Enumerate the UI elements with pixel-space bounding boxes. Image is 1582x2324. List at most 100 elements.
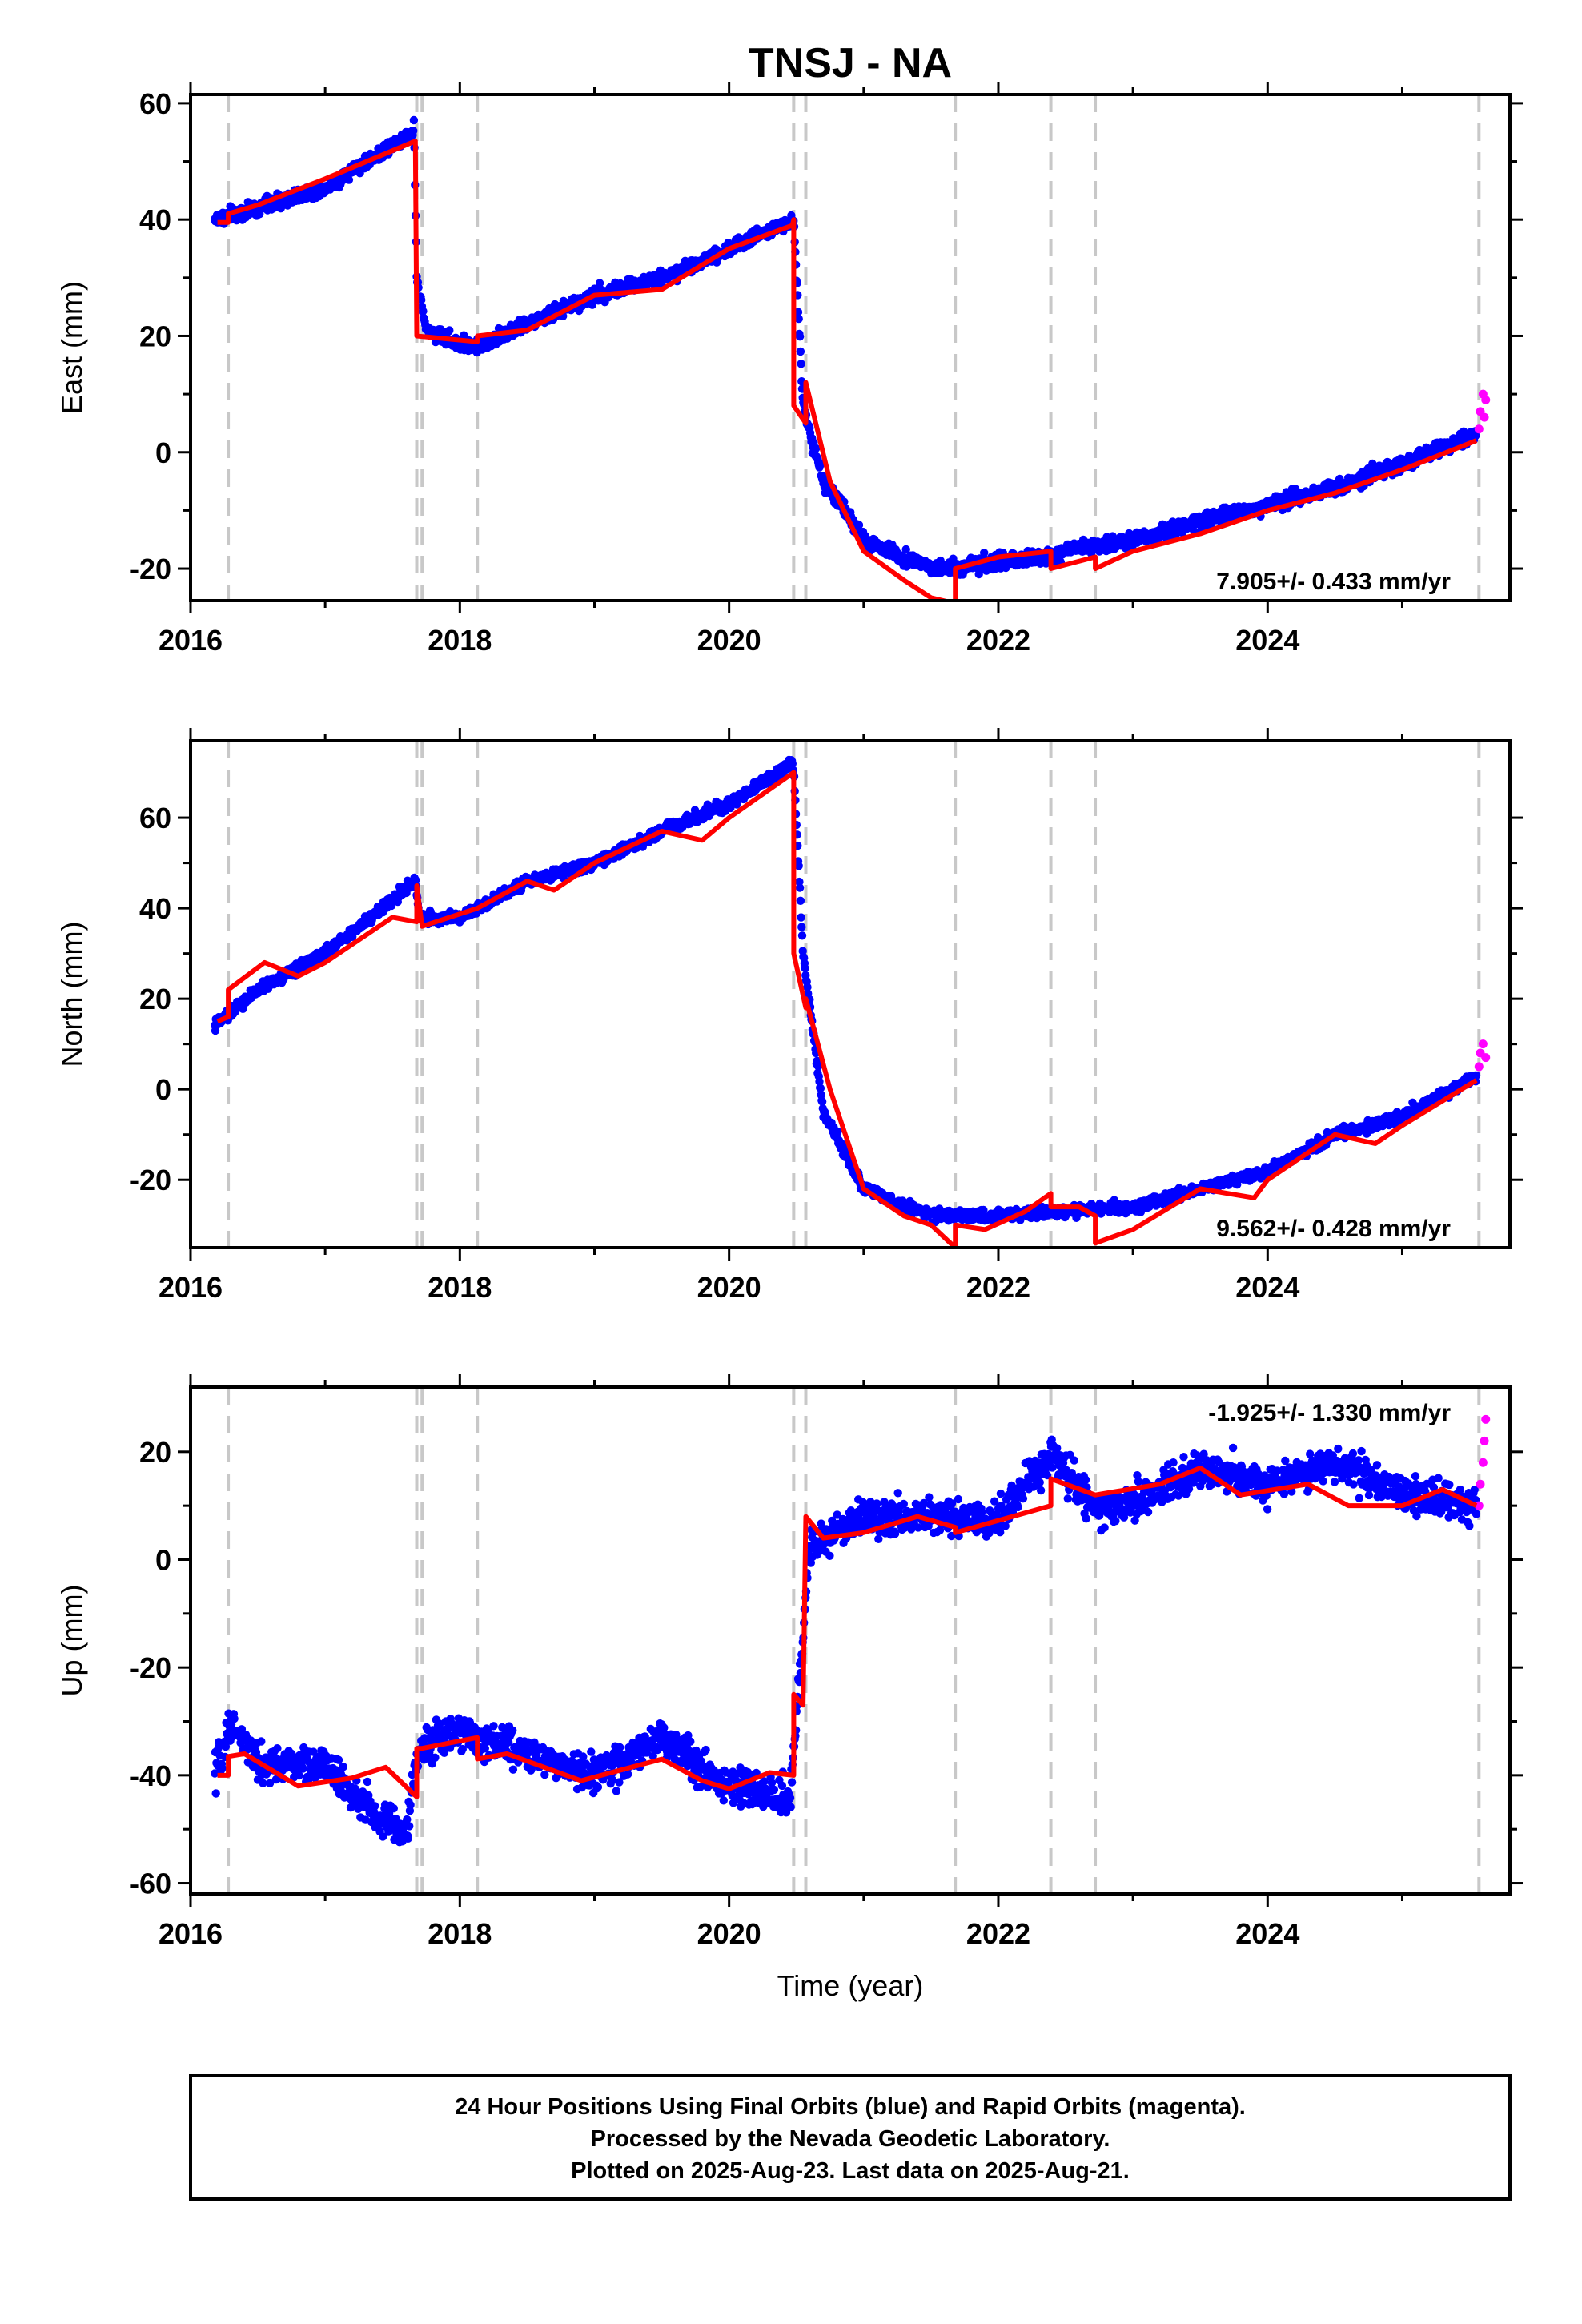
y-axis-label-east: East (mm) — [55, 281, 88, 414]
x-tick-label: 2024 — [1235, 624, 1299, 657]
final-orbit-points — [211, 755, 1481, 1228]
final-orbit-point — [980, 549, 989, 557]
x-tick-label: 2020 — [697, 624, 761, 657]
final-orbit-point — [794, 314, 803, 324]
final-orbit-point — [417, 296, 426, 304]
final-orbit-point — [794, 862, 803, 870]
final-orbit-point — [901, 545, 910, 554]
model-fit-line — [217, 139, 1478, 601]
final-orbit-point — [436, 1719, 444, 1728]
panel-north: 2016 2018 2020 2022 2024 -20 0 20 40 60 North (mm)… — [55, 728, 1523, 1304]
final-orbit-point — [211, 1026, 220, 1035]
final-orbit-point — [854, 521, 864, 529]
x-tick-label: 2024 — [1235, 1271, 1299, 1304]
y-tick-label: -20 — [130, 553, 171, 585]
final-orbit-point — [813, 1062, 823, 1071]
rapid-orbit-point — [1481, 395, 1491, 404]
x-tick-label: 2016 — [159, 624, 223, 657]
x-tick-label: 2020 — [697, 1271, 761, 1304]
final-orbit-point — [230, 1714, 239, 1723]
rapid-orbit-point — [1478, 1039, 1488, 1049]
final-orbit-point — [817, 1097, 827, 1106]
y-tick-label: 0 — [155, 436, 171, 469]
final-orbit-point — [339, 1763, 347, 1771]
y-tick-label: 40 — [139, 203, 171, 236]
y-tick-label: 60 — [139, 87, 171, 120]
rapid-orbit-point — [1481, 1053, 1491, 1063]
final-orbit-point — [309, 1747, 318, 1756]
final-orbit-point — [595, 279, 604, 287]
y-tick-label: -20 — [130, 1164, 171, 1196]
rapid-orbit-point — [1474, 424, 1484, 434]
final-orbit-point — [797, 931, 807, 940]
final-orbit-point — [273, 1744, 282, 1753]
final-orbit-point — [404, 1834, 412, 1843]
final-orbit-point — [389, 1804, 398, 1813]
final-orbit-point — [403, 1815, 412, 1824]
final-orbit-point — [221, 1742, 231, 1751]
rapid-orbit-points — [1474, 389, 1491, 434]
final-orbit-point — [801, 963, 809, 973]
rapid-orbit-point — [1474, 1062, 1484, 1072]
final-orbit-point — [239, 1004, 247, 1014]
panel-up-plot-area — [211, 1387, 1491, 1894]
final-orbit-point — [815, 1077, 824, 1086]
panels: 2016 2018 2020 2022 2024 -20 0 20 40 60 East (mm) 7… — [55, 82, 1523, 1950]
panel-north-plot-area — [211, 741, 1491, 1248]
final-orbit-point — [979, 1205, 988, 1215]
rapid-orbit-points — [1474, 1039, 1491, 1072]
final-orbit-point — [363, 1777, 372, 1787]
final-orbit-point — [833, 1127, 842, 1136]
panel-frame — [189, 93, 1512, 602]
final-orbit-point — [344, 175, 354, 184]
panel-frame — [189, 739, 1512, 1249]
x-tick-label: 2022 — [966, 624, 1030, 657]
final-orbit-point — [431, 1753, 440, 1762]
final-orbit-point — [795, 332, 805, 341]
final-orbit-point — [797, 913, 805, 922]
panel-east-plot-area — [211, 94, 1491, 601]
final-orbit-point — [218, 1763, 227, 1773]
y-tick-label: 20 — [139, 983, 171, 1015]
final-orbit-point — [788, 759, 797, 768]
y-tick-label: 60 — [139, 802, 171, 834]
final-orbit-point — [409, 115, 419, 125]
final-orbit-point — [371, 1802, 379, 1811]
x-tick-label: 2016 — [159, 1271, 223, 1304]
final-orbit-point — [419, 307, 428, 316]
final-orbit-point — [295, 1771, 303, 1780]
y-tick-label: 40 — [139, 892, 171, 925]
final-orbit-point — [265, 1779, 275, 1787]
rate-annotation-east: 7.905+/- 0.433 mm/yr — [1216, 569, 1451, 595]
y-axis-label-north: North (mm) — [55, 922, 88, 1068]
final-orbit-point — [816, 460, 825, 469]
final-orbit-point — [211, 1789, 220, 1798]
final-orbit-point — [796, 347, 805, 356]
final-orbit-point — [796, 896, 805, 906]
model-fit-line — [216, 770, 1478, 1248]
final-orbit-point — [445, 326, 454, 335]
y-tick-label: 0 — [155, 1073, 171, 1106]
x-tick-label: 2018 — [428, 1271, 492, 1304]
final-orbit-point — [797, 923, 806, 931]
final-orbit-point — [795, 883, 805, 892]
final-orbit-point — [411, 875, 420, 885]
final-orbit-point — [816, 1084, 825, 1093]
x-tick-label: 2022 — [966, 1271, 1030, 1304]
final-orbit-point — [812, 444, 821, 453]
y-tick-label: 20 — [139, 320, 171, 352]
x-tick-label: 2018 — [428, 624, 492, 657]
final-orbit-point — [334, 1755, 343, 1764]
final-orbit-point — [458, 1744, 467, 1754]
final-orbit-point — [797, 360, 805, 368]
final-orbit-point — [257, 1737, 266, 1746]
final-orbit-point — [803, 983, 812, 991]
panel-east: 2016 2018 2020 2022 2024 -20 0 20 40 60 East (mm) 7… — [55, 82, 1523, 657]
final-orbit-point — [259, 1779, 267, 1787]
rate-annotation-north: 9.562+/- 0.428 mm/yr — [1216, 1216, 1451, 1242]
final-orbit-point — [405, 1822, 414, 1831]
rapid-orbit-point — [1480, 412, 1489, 422]
chart-title: TNSJ - NA — [749, 40, 952, 86]
